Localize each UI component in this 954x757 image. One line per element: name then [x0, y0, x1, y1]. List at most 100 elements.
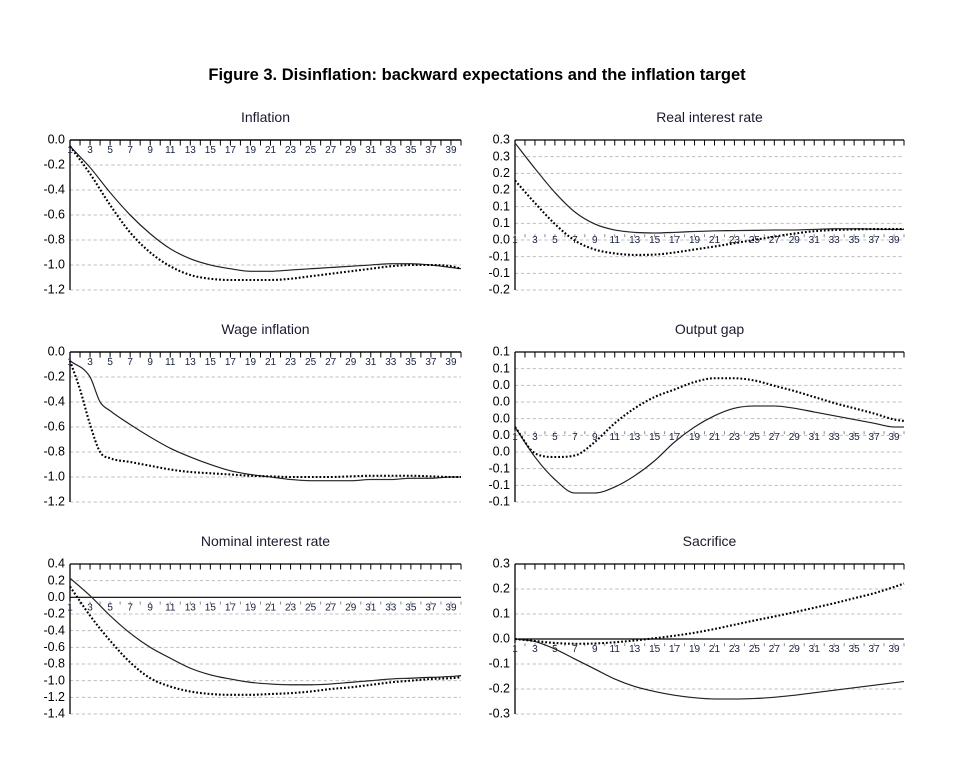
svg-text:-0.1: -0.1	[488, 495, 510, 509]
svg-text:1: 1	[512, 235, 518, 246]
svg-text:0.0: 0.0	[493, 411, 510, 425]
svg-text:27: 27	[325, 602, 337, 613]
svg-text:-0.6: -0.6	[43, 208, 65, 222]
svg-text:17: 17	[225, 357, 237, 368]
svg-text:5: 5	[552, 235, 558, 246]
svg-text:11: 11	[610, 235, 621, 246]
svg-text:31: 31	[365, 602, 377, 613]
svg-text:0.0: 0.0	[493, 428, 510, 442]
svg-text:-0.8: -0.8	[43, 233, 65, 247]
svg-text:23: 23	[729, 432, 741, 443]
svg-text:9: 9	[147, 602, 153, 613]
svg-text:7: 7	[127, 602, 133, 613]
svg-text:13: 13	[185, 357, 197, 368]
svg-text:-0.6: -0.6	[43, 640, 65, 654]
svg-text:15: 15	[205, 357, 217, 368]
svg-text:13: 13	[629, 644, 641, 655]
svg-text:11: 11	[610, 644, 621, 655]
svg-text:33: 33	[385, 602, 397, 613]
svg-text:5: 5	[107, 602, 113, 613]
svg-text:3: 3	[87, 357, 93, 368]
svg-text:1: 1	[67, 602, 73, 613]
svg-text:9: 9	[592, 235, 598, 246]
svg-text:7: 7	[127, 145, 133, 156]
svg-text:-1.2: -1.2	[43, 690, 65, 704]
svg-text:37: 37	[425, 357, 437, 368]
svg-text:0.0: 0.0	[48, 590, 65, 604]
svg-text:-0.2: -0.2	[43, 370, 65, 384]
svg-text:23: 23	[285, 357, 297, 368]
svg-text:33: 33	[829, 235, 841, 246]
svg-text:31: 31	[809, 432, 821, 443]
svg-text:35: 35	[405, 602, 417, 613]
svg-text:0.1: 0.1	[493, 361, 510, 375]
svg-text:3: 3	[532, 432, 538, 443]
svg-text:9: 9	[147, 145, 153, 156]
svg-text:-1.0: -1.0	[43, 470, 65, 484]
svg-text:-0.3: -0.3	[488, 707, 510, 721]
svg-text:21: 21	[709, 644, 721, 655]
svg-text:23: 23	[285, 145, 297, 156]
svg-text:3: 3	[532, 235, 538, 246]
svg-text:0.1: 0.1	[493, 216, 510, 230]
svg-text:35: 35	[849, 644, 861, 655]
svg-text:37: 37	[425, 145, 437, 156]
svg-text:19: 19	[689, 432, 701, 443]
svg-text:17: 17	[669, 235, 681, 246]
svg-text:31: 31	[365, 145, 377, 156]
svg-text:23: 23	[729, 644, 741, 655]
svg-text:25: 25	[749, 432, 761, 443]
svg-text:31: 31	[809, 644, 821, 655]
svg-text:15: 15	[205, 602, 217, 613]
svg-text:11: 11	[610, 432, 621, 443]
svg-text:-0.2: -0.2	[488, 283, 510, 297]
svg-text:1: 1	[512, 432, 518, 443]
svg-text:13: 13	[185, 145, 197, 156]
svg-text:0.1: 0.1	[493, 607, 510, 621]
svg-text:27: 27	[769, 644, 781, 655]
svg-text:0.2: 0.2	[493, 166, 510, 180]
svg-text:7: 7	[127, 357, 133, 368]
svg-text:21: 21	[265, 145, 277, 156]
svg-text:0.2: 0.2	[493, 582, 510, 596]
svg-text:35: 35	[849, 235, 861, 246]
svg-text:33: 33	[829, 432, 841, 443]
svg-text:25: 25	[305, 602, 317, 613]
svg-text:19: 19	[689, 644, 701, 655]
svg-text:-0.8: -0.8	[43, 445, 65, 459]
svg-text:33: 33	[829, 644, 841, 655]
svg-text:-0.2: -0.2	[488, 682, 510, 696]
svg-text:29: 29	[789, 432, 801, 443]
svg-text:-0.1: -0.1	[488, 266, 510, 280]
svg-text:31: 31	[365, 357, 377, 368]
svg-text:39: 39	[888, 644, 900, 655]
svg-text:15: 15	[205, 145, 217, 156]
svg-text:0.0: 0.0	[493, 233, 510, 247]
svg-text:-0.8: -0.8	[43, 657, 65, 671]
svg-text:11: 11	[165, 145, 176, 156]
svg-text:-0.4: -0.4	[43, 623, 65, 637]
svg-text:21: 21	[709, 432, 721, 443]
svg-text:7: 7	[572, 432, 578, 443]
svg-text:13: 13	[629, 432, 641, 443]
svg-text:37: 37	[869, 644, 881, 655]
svg-text:0.1: 0.1	[493, 199, 510, 213]
svg-text:-0.1: -0.1	[488, 249, 510, 263]
svg-text:0.0: 0.0	[493, 445, 510, 459]
svg-text:-1.0: -1.0	[43, 673, 65, 687]
svg-text:-0.4: -0.4	[43, 395, 65, 409]
svg-text:15: 15	[649, 235, 661, 246]
svg-text:17: 17	[225, 602, 237, 613]
svg-text:3: 3	[532, 644, 538, 655]
svg-text:-1.0: -1.0	[43, 258, 65, 272]
svg-text:-0.2: -0.2	[43, 607, 65, 621]
svg-text:39: 39	[445, 602, 457, 613]
svg-text:37: 37	[869, 432, 881, 443]
svg-text:13: 13	[185, 602, 197, 613]
svg-text:-1.2: -1.2	[43, 283, 65, 297]
svg-text:-0.1: -0.1	[488, 461, 510, 475]
svg-text:35: 35	[405, 145, 417, 156]
svg-text:11: 11	[165, 357, 176, 368]
svg-text:37: 37	[869, 235, 881, 246]
svg-text:-0.2: -0.2	[43, 158, 65, 172]
